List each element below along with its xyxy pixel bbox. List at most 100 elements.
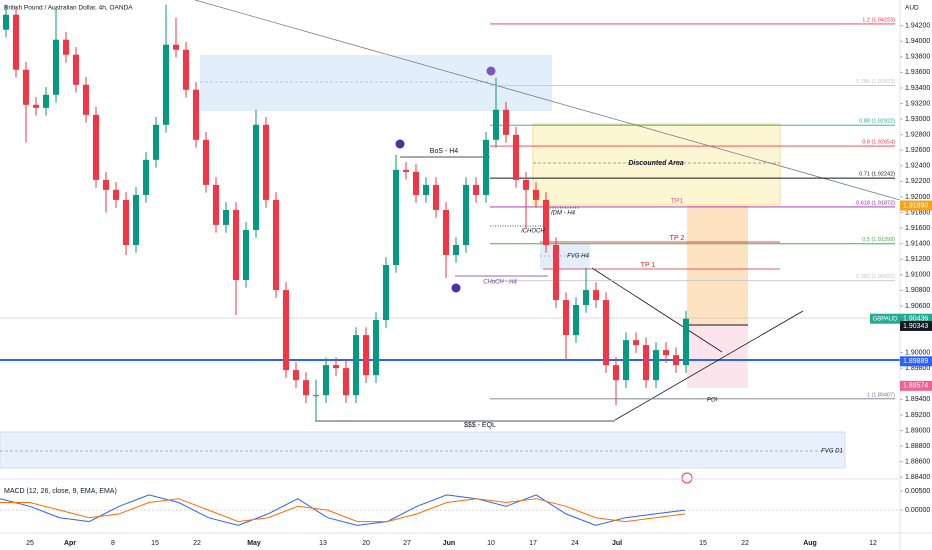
y-tick-label: 1.90000 — [905, 350, 930, 357]
x-tick-label: Jun — [443, 540, 455, 547]
y-tick-label: 1.92600 — [905, 147, 930, 154]
y-tick-label: 1.92200 — [905, 178, 930, 185]
y-tick-label: 1.89400 — [905, 396, 930, 403]
y-tick-label: 1.90800 — [905, 287, 930, 294]
candle-body — [523, 179, 529, 190]
y-tick-label: 1.91800 — [905, 209, 930, 216]
candle-body — [123, 199, 129, 245]
macd-title: MACD (12, 26, close, 9, EMA, EMA) — [4, 488, 117, 495]
stop-zone — [687, 325, 748, 388]
currency: AUD — [905, 5, 919, 12]
candle-body — [263, 124, 269, 200]
fib-label: 1.2 (1.94223) — [862, 17, 895, 23]
x-tick-label: Aug — [803, 540, 817, 547]
candle-body — [103, 179, 109, 190]
y-tick-label: 1.91200 — [905, 256, 930, 263]
price-label: 1.89574 — [903, 383, 928, 390]
price-tag-bg — [870, 313, 900, 324]
axes: 1.94200 1.94000 1.93800 1.93600 1.93400 1.932… — [26, 23, 932, 547]
candle-body — [223, 209, 229, 225]
candle-body — [613, 365, 619, 381]
target-zone — [687, 205, 748, 325]
annotation: $$$ - EQL — [464, 422, 496, 429]
y-tick-label: 1.89200 — [905, 412, 930, 419]
candle-body — [173, 44, 179, 50]
y-tick-label: 1.89000 — [905, 427, 930, 434]
annotation: BoS - H4 — [430, 148, 459, 155]
candle-body — [603, 300, 609, 366]
candle-body — [343, 368, 349, 396]
candle-body — [323, 365, 329, 396]
price-label: 1.91890 — [903, 202, 928, 209]
x-tick-label: 27 — [403, 540, 411, 547]
candle-body — [113, 189, 119, 200]
triangle-upper — [591, 267, 723, 353]
candle-body — [673, 355, 679, 366]
candle-body — [563, 300, 569, 336]
x-tick-label: 15 — [699, 540, 707, 547]
candles — [3, 4, 689, 421]
macd-tick-label: 0.00000 — [905, 507, 930, 514]
price-label: 1.90343 — [903, 323, 928, 330]
candle-body — [483, 139, 489, 195]
candle-body — [163, 44, 169, 125]
candle-body — [83, 84, 89, 115]
price-tag: GBPAUD — [873, 316, 899, 322]
discounted-area — [532, 123, 781, 206]
candle-body — [433, 184, 439, 210]
candle-body — [213, 184, 219, 225]
candle-body — [203, 139, 209, 185]
x-tick-label: Jul — [612, 540, 622, 547]
candle-body — [283, 290, 289, 371]
candle-body — [593, 290, 599, 301]
x-tick-label: 24 — [571, 540, 579, 547]
marker — [486, 66, 496, 76]
trend-line — [194, 0, 901, 201]
candle-body — [373, 320, 379, 376]
candle-body — [413, 171, 419, 195]
x-tick-label: 17 — [529, 540, 537, 547]
candle-body — [53, 39, 59, 95]
y-tick-label: 1.92000 — [905, 194, 930, 201]
y-tick-label: 1.92400 — [905, 163, 930, 170]
x-tick-label: Apr — [64, 540, 76, 547]
candle-body — [3, 14, 9, 30]
candle-body — [333, 365, 339, 369]
price-label-bg — [900, 380, 932, 391]
y-tick-label: 1.88400 — [905, 474, 930, 481]
triangle-lower — [614, 310, 804, 421]
candle-body — [623, 340, 629, 381]
annotation: FVG D1 — [821, 449, 843, 455]
x-tick-label: 22 — [741, 540, 749, 547]
annotation: TP 2 — [670, 235, 685, 242]
candle-body — [313, 395, 319, 397]
candle-body — [493, 109, 499, 140]
price-label-bg — [900, 313, 932, 324]
fib-label: 1 (1.89407) — [867, 392, 895, 398]
annotation: FVG H4 — [567, 254, 589, 260]
x-tick-label: 20 — [362, 540, 370, 547]
candle-body — [243, 229, 249, 281]
x-tick-label: 10 — [487, 540, 495, 547]
candle-body — [303, 380, 309, 396]
annotations: Discounted Area BoS - H4 IDM - H4 iCHOCH… — [430, 148, 843, 455]
fib-label: 0.618 (1.91872) — [856, 200, 895, 206]
candle-body — [533, 189, 539, 200]
y-tick-label: 1.89800 — [905, 365, 930, 372]
candle-body — [183, 49, 189, 90]
fib-label: 0.382 (1.90925) — [856, 274, 895, 280]
marker — [451, 283, 461, 293]
candle-body — [73, 54, 79, 85]
candle-body — [273, 199, 279, 291]
symbol-title: British Pound / Australian Dollar, 4h, O… — [4, 5, 133, 12]
fvg-d1-box — [0, 431, 846, 469]
y-tick-label: 1.91600 — [905, 225, 930, 232]
fib-label: 0.5 (1.91399) — [862, 237, 895, 243]
y-tick-label: 1.91000 — [905, 272, 930, 279]
candle-body — [423, 184, 429, 195]
candle-body — [383, 265, 389, 321]
candle-body — [663, 350, 669, 356]
x-tick-label: 13 — [319, 540, 327, 547]
x-tick-label: 8 — [111, 540, 115, 547]
